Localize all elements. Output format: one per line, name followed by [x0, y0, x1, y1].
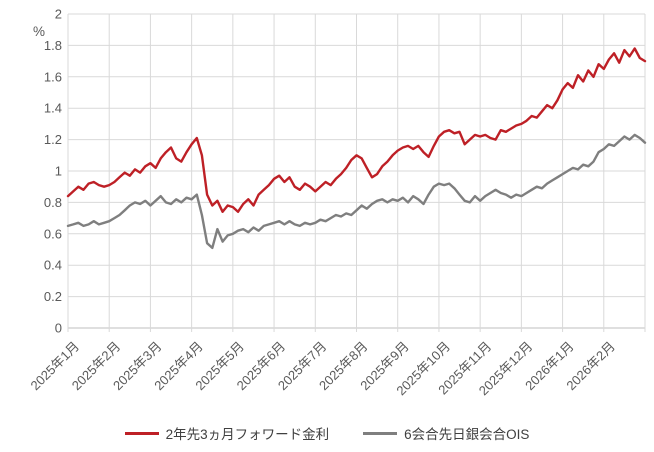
x-axis-labels: 2025年1月2025年2月2025年3月2025年4月2025年5月2025年… [28, 339, 618, 399]
y-tick-label: 0.4 [44, 258, 62, 273]
ois-line-swatch [363, 431, 398, 435]
legend-label-forward-rate: 2年先3ヵ月フォワード金利 [165, 427, 330, 442]
legend-item-forward-rate: 2年先3ヵ月フォワード金利 [124, 423, 330, 443]
y-tick-label: 0.8 [44, 195, 62, 210]
y-axis-unit-label: % [33, 24, 45, 39]
y-tick-label: 0.2 [44, 289, 62, 304]
y-tick-label: 1.8 [44, 38, 62, 53]
legend-label-ois: 6会合先日銀会合OIS [404, 427, 530, 442]
series-line-1 [66, 133, 647, 250]
y-tick-label: 2 [55, 7, 62, 22]
chart-legend: 2年先3ヵ月フォワード金利 6会合先日銀会合OIS [0, 423, 654, 443]
legend-item-ois: 6会合先日銀会合OIS [363, 423, 529, 443]
y-tick-label: 1.4 [44, 101, 62, 116]
forward-rate-line-swatch [124, 431, 159, 435]
y-axis-labels: 0 0.2 0.4 0.6 0.8 1 1.2 1.4 1.6 1.8 2 [44, 7, 62, 336]
y-tick-label: 1 [55, 164, 62, 179]
y-tick-label: 0.6 [44, 226, 62, 241]
series-lines [66, 47, 647, 250]
gridlines [67, 13, 646, 332]
series-line-0 [66, 47, 647, 214]
y-tick-label: 0 [55, 321, 62, 336]
y-tick-label: 1.2 [44, 132, 62, 147]
y-tick-label: 1.6 [44, 69, 62, 84]
